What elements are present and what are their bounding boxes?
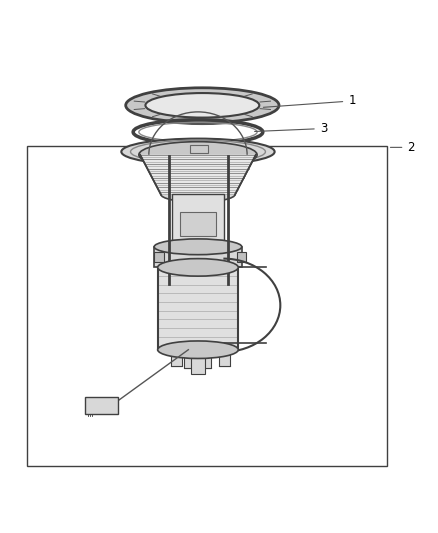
Ellipse shape bbox=[154, 239, 242, 255]
Bar bbox=[184, 349, 192, 368]
Ellipse shape bbox=[145, 93, 259, 118]
Bar bbox=[85, 398, 118, 414]
FancyBboxPatch shape bbox=[172, 194, 224, 247]
FancyBboxPatch shape bbox=[154, 252, 164, 262]
Ellipse shape bbox=[158, 259, 238, 276]
Bar bbox=[203, 349, 211, 368]
Bar bbox=[191, 350, 205, 374]
Ellipse shape bbox=[139, 142, 257, 168]
Ellipse shape bbox=[126, 88, 279, 123]
FancyBboxPatch shape bbox=[190, 145, 208, 152]
Ellipse shape bbox=[161, 187, 235, 202]
Text: 1: 1 bbox=[263, 94, 356, 108]
Bar bbox=[219, 349, 230, 366]
FancyBboxPatch shape bbox=[237, 252, 246, 262]
Polygon shape bbox=[140, 155, 256, 194]
Ellipse shape bbox=[158, 341, 238, 359]
Bar bbox=[171, 349, 182, 366]
Text: 2: 2 bbox=[390, 141, 415, 154]
Bar bbox=[158, 268, 238, 350]
FancyBboxPatch shape bbox=[180, 212, 216, 236]
Ellipse shape bbox=[121, 139, 275, 165]
Text: 3: 3 bbox=[254, 122, 327, 135]
FancyBboxPatch shape bbox=[154, 247, 242, 268]
Bar bbox=[27, 146, 387, 466]
